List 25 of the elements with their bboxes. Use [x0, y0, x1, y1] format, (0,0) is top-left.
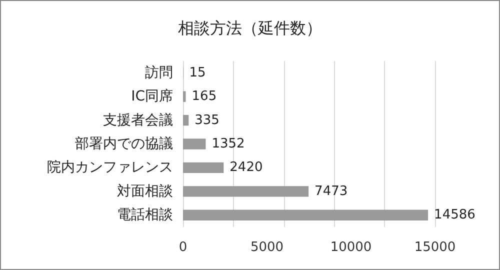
y-tick-label: IC同席 [131, 88, 173, 105]
x-tick-label: 0 [178, 240, 188, 255]
bar [183, 114, 189, 126]
bar [183, 186, 309, 197]
bar [183, 138, 206, 150]
data-label: 335 [194, 112, 220, 128]
y-tick-label: 対面相談 [117, 183, 173, 200]
data-label: 14586 [434, 208, 476, 223]
data-label: 165 [192, 89, 217, 104]
data-label: 7473 [314, 184, 348, 199]
y-tick-label: 院内カンファレンス [47, 160, 173, 176]
chart-title: 相談方法（延件数） [178, 18, 322, 38]
data-label: 2420 [230, 160, 263, 176]
x-tick-label: 10000 [330, 240, 372, 255]
y-tick-label: 部署内での協議 [75, 136, 173, 152]
bar [183, 91, 186, 102]
data-label: 15 [189, 65, 206, 80]
bar [183, 162, 224, 174]
x-tick-label: 15000 [414, 240, 456, 255]
x-tick-label: 5000 [250, 240, 284, 255]
y-tick-label: 訪問 [145, 64, 173, 81]
y-tick-label: 電話相談 [117, 207, 173, 224]
y-tick-label: 支援者会議 [103, 112, 173, 128]
data-label: 1352 [212, 136, 245, 152]
bar [183, 210, 428, 220]
